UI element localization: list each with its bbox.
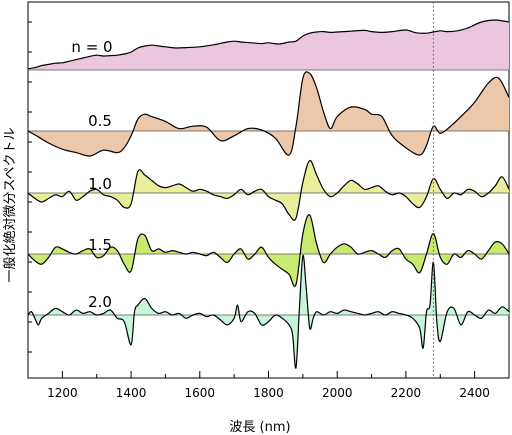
series-line-4 xyxy=(27,254,510,369)
series-line-2 xyxy=(27,159,510,221)
plot-area: n = 0 0.5 1.0 1.5 2.0 xyxy=(27,2,510,378)
series-label-4: 2.0 xyxy=(88,293,112,311)
x-tick-label: 2000 xyxy=(322,386,353,400)
x-axis-title: 波長 (nm) xyxy=(229,420,290,435)
x-tick-label: 2400 xyxy=(459,386,490,400)
x-tick-label: 1200 xyxy=(47,386,78,400)
series-label-3: 1.5 xyxy=(88,236,112,254)
x-axis: 1200 1400 1600 1800 2000 2200 2400 xyxy=(27,371,510,400)
series-fill-4 xyxy=(28,255,509,369)
series-fill-1 xyxy=(28,71,509,157)
x-tick-label: 2200 xyxy=(391,386,422,400)
series-label-0: n = 0 xyxy=(71,38,112,56)
series-line-0 xyxy=(27,19,510,70)
x-tick-label: 1400 xyxy=(116,386,147,400)
x-tick-label: 1600 xyxy=(185,386,216,400)
series-line-1 xyxy=(27,71,510,157)
y-axis xyxy=(28,21,32,353)
series-label-2: 1.0 xyxy=(88,175,112,193)
series-label-1: 0.5 xyxy=(88,112,112,130)
x-tick-label: 1800 xyxy=(253,386,284,400)
y-axis-title: 一般化絶対微分スペクトル xyxy=(2,127,18,282)
series-line-3 xyxy=(27,214,510,287)
